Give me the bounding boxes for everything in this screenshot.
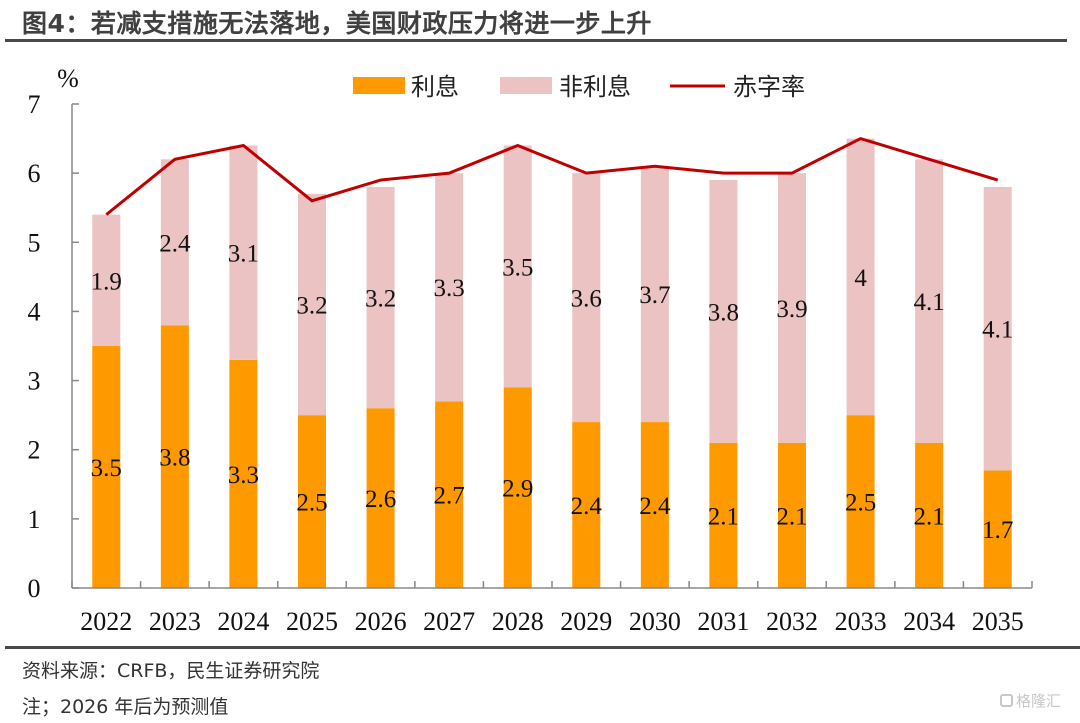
bar-interest <box>92 346 121 588</box>
bar-non-interest <box>915 159 944 443</box>
bar-non-interest <box>298 193 326 416</box>
bars-layer <box>92 138 1012 588</box>
forecast-note: 注；2026 年后为预测值 <box>22 696 229 718</box>
y-tick-label: 5 <box>28 228 41 257</box>
y-tick-label: 0 <box>28 574 41 603</box>
bar-non-interest <box>709 180 738 443</box>
axes-layer: 0 1 2 3 4 5 6 7% 2022 2023 2024 2025 2026 2027 2028 202… <box>28 64 1033 636</box>
bar-interest <box>915 442 944 588</box>
data-label-non-interest: 3.5 <box>502 254 533 281</box>
data-label-interest: 3.3 <box>228 462 259 489</box>
data-label-non-interest: 3.3 <box>434 275 465 302</box>
data-label-non-interest: 4.1 <box>914 289 945 316</box>
legend-swatch-non-interest <box>500 77 552 94</box>
bar-non-interest <box>92 214 121 346</box>
bar-interest <box>572 422 601 588</box>
x-tick-label: 2030 <box>629 607 681 636</box>
data-label-interest: 2.9 <box>502 476 533 503</box>
data-label-non-interest: 2.4 <box>159 230 191 257</box>
bar-non-interest <box>572 173 601 423</box>
x-tick-label: 2022 <box>80 607 132 636</box>
deficit-line-layer <box>105 136 999 216</box>
data-label-non-interest: 4 <box>854 265 867 292</box>
bar-interest <box>640 422 669 588</box>
x-tick-label: 2023 <box>149 607 201 636</box>
bar-non-interest <box>778 173 806 443</box>
legend-swatch-interest <box>353 77 405 94</box>
x-tick-label: 2029 <box>560 607 612 636</box>
bar-non-interest <box>229 145 258 360</box>
bar-non-interest <box>846 138 875 416</box>
y-tick-label: 1 <box>28 505 41 534</box>
data-label-non-interest: 3.6 <box>571 286 602 313</box>
y-tick-label: 3 <box>28 367 41 396</box>
x-tick-label: 2034 <box>903 607 955 636</box>
bar-interest <box>778 442 806 588</box>
y-tick-label: 2 <box>28 436 41 465</box>
data-label-non-interest: 3.7 <box>639 282 670 309</box>
bar-interest <box>229 359 258 588</box>
x-tick-label: 2035 <box>972 607 1024 636</box>
bar-non-interest <box>435 173 464 402</box>
data-label-non-interest: 3.2 <box>296 293 327 320</box>
bar-non-interest <box>160 159 189 326</box>
bar-interest <box>503 387 532 588</box>
legend: 利息 非利息 赤字率 <box>353 73 805 101</box>
legend-label-deficit: 赤字率 <box>733 73 805 101</box>
data-label-non-interest: 3.2 <box>365 286 396 313</box>
y-tick-label: 7 <box>28 90 41 119</box>
data-label-interest: 3.5 <box>91 455 122 482</box>
data-label-interest: 2.5 <box>845 490 876 517</box>
data-label-interest: 3.8 <box>159 445 190 472</box>
data-label-interest: 2.1 <box>776 503 807 530</box>
data-label-interest: 2.7 <box>434 483 465 510</box>
bar-non-interest <box>983 186 1012 471</box>
deficit-rate-line <box>105 136 999 216</box>
data-label-interest: 2.1 <box>914 503 945 530</box>
bar-interest <box>298 415 326 588</box>
data-label-non-interest: 3.8 <box>708 299 739 326</box>
bar-non-interest <box>503 145 532 388</box>
x-tick-label: 2031 <box>697 607 749 636</box>
data-label-interest: 2.4 <box>571 493 603 520</box>
data-labels-layer: 3.5 1.9 3.8 2.4 3.3 3.1 2.5 3.2 2.6 3.2 2.7 3.3 2.9 3… <box>91 230 1014 544</box>
source-note: 资料来源：CRFB，民生证券研究院 <box>22 660 320 682</box>
bar-non-interest <box>366 186 395 409</box>
data-label-non-interest: 1.9 <box>91 268 122 295</box>
x-tick-label: 2027 <box>423 607 475 636</box>
title-divider <box>5 39 1067 42</box>
data-label-interest: 1.7 <box>982 517 1013 544</box>
y-tick-label: 6 <box>28 159 41 188</box>
footer-divider <box>5 646 1080 649</box>
x-tick-label: 2033 <box>835 607 887 636</box>
data-label-non-interest: 4.1 <box>982 317 1013 344</box>
bar-interest <box>366 408 395 588</box>
x-tick-label: 2024 <box>217 607 269 636</box>
stacked-bar-line-chart: 利息 非利息 赤字率 3.5 1.9 3.8 2.4 3.3 3.1 2.5 3.2 2.6 3.2 2… <box>28 64 1033 636</box>
x-tick-label: 2026 <box>355 607 407 636</box>
x-tick-label: 2025 <box>286 607 338 636</box>
y-axis-unit: % <box>57 64 79 93</box>
watermark-text: 格隆汇 <box>1016 692 1062 710</box>
legend-label-non-interest: 非利息 <box>559 73 631 101</box>
bar-non-interest <box>640 166 669 423</box>
bar-interest <box>983 470 1012 588</box>
legend-label-interest: 利息 <box>411 73 459 101</box>
data-label-interest: 2.5 <box>296 490 327 517</box>
bar-interest <box>846 415 875 588</box>
watermark: 格隆汇 <box>1000 690 1061 711</box>
data-label-interest: 2.1 <box>708 503 739 530</box>
data-label-non-interest: 3.9 <box>776 296 807 323</box>
bar-interest <box>160 325 189 588</box>
figure-title: 图4：若减支措施无法落地，美国财政压力将进一步上升 <box>22 9 652 38</box>
bar-interest <box>435 401 464 588</box>
x-tick-label: 2028 <box>492 607 544 636</box>
x-tick-label: 2032 <box>766 607 818 636</box>
watermark-logo-icon <box>1000 694 1013 707</box>
data-label-interest: 2.4 <box>639 493 671 520</box>
y-tick-label: 4 <box>28 297 41 326</box>
bar-interest <box>709 442 738 588</box>
data-label-non-interest: 3.1 <box>228 241 259 268</box>
data-label-interest: 2.6 <box>365 486 396 513</box>
